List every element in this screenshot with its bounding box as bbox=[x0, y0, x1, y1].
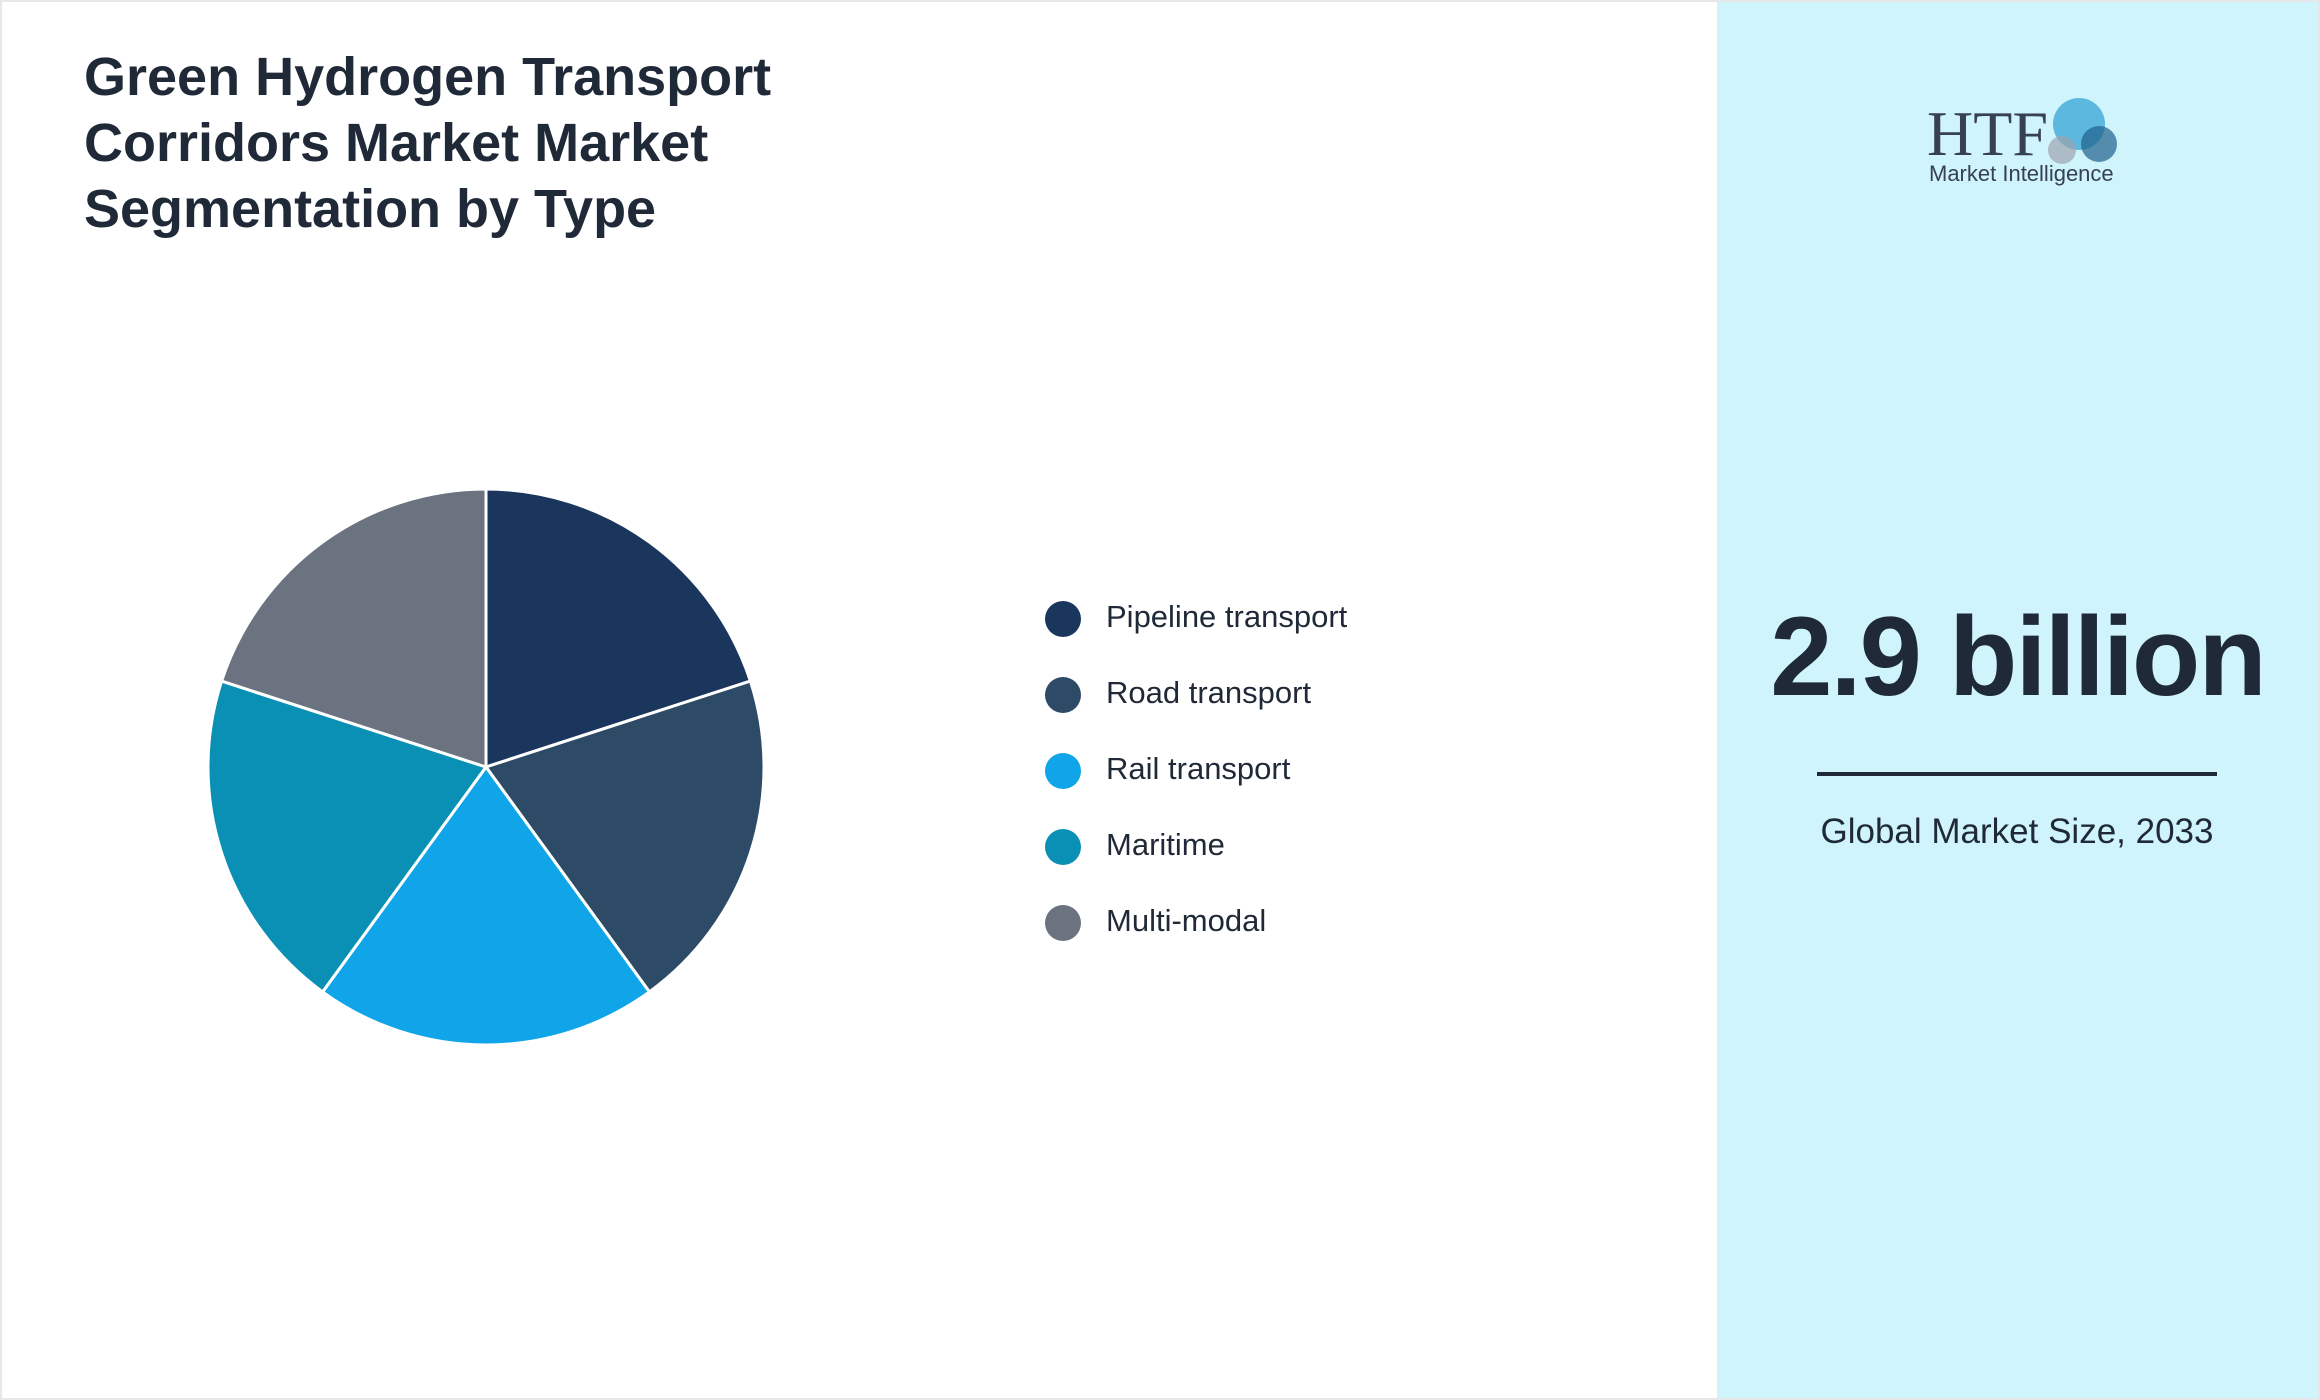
pie-slice bbox=[484, 487, 753, 770]
legend-label: Road transport bbox=[1106, 675, 1311, 710]
legend-swatch bbox=[1045, 601, 1081, 637]
logo-mark bbox=[2081, 126, 2117, 162]
legend-label: Multi-modal bbox=[1106, 903, 1266, 938]
summary-panel: HTF Market Intelligence 2.9 billion Glob… bbox=[1717, 2, 2318, 1398]
legend-label: Maritime bbox=[1106, 827, 1225, 862]
logo: HTF Market Intelligence bbox=[1927, 98, 2117, 186]
legend-swatch bbox=[1045, 829, 1081, 865]
pie-slice bbox=[206, 679, 489, 995]
chart: Pipeline transport Road transport Rail tra… bbox=[206, 487, 1348, 1047]
market-unit: billion bbox=[1949, 594, 2267, 719]
legend-label: Rail transport bbox=[1106, 751, 1291, 786]
legend-swatch bbox=[1045, 905, 1081, 941]
pie-slice bbox=[320, 764, 652, 1047]
logo-mark bbox=[2048, 136, 2076, 164]
legend-swatch bbox=[1045, 753, 1081, 789]
logo-name: HTF bbox=[1927, 98, 2048, 169]
pie-slice bbox=[219, 487, 488, 770]
legend-swatch bbox=[1045, 677, 1081, 713]
market-size: 2.9 billion bbox=[1717, 587, 2318, 727]
pie-slice bbox=[483, 679, 766, 995]
legend-label: Pipeline transport bbox=[1106, 599, 1348, 634]
market-value: 2.9 bbox=[1770, 594, 1922, 719]
divider bbox=[1817, 772, 2217, 776]
market-label: Global Market Size, 2033 bbox=[1820, 812, 2214, 851]
logo-tagline: Market Intelligence bbox=[1929, 161, 2114, 186]
chart-title: Green Hydrogen Transport Corridors Marke… bbox=[84, 47, 772, 239]
